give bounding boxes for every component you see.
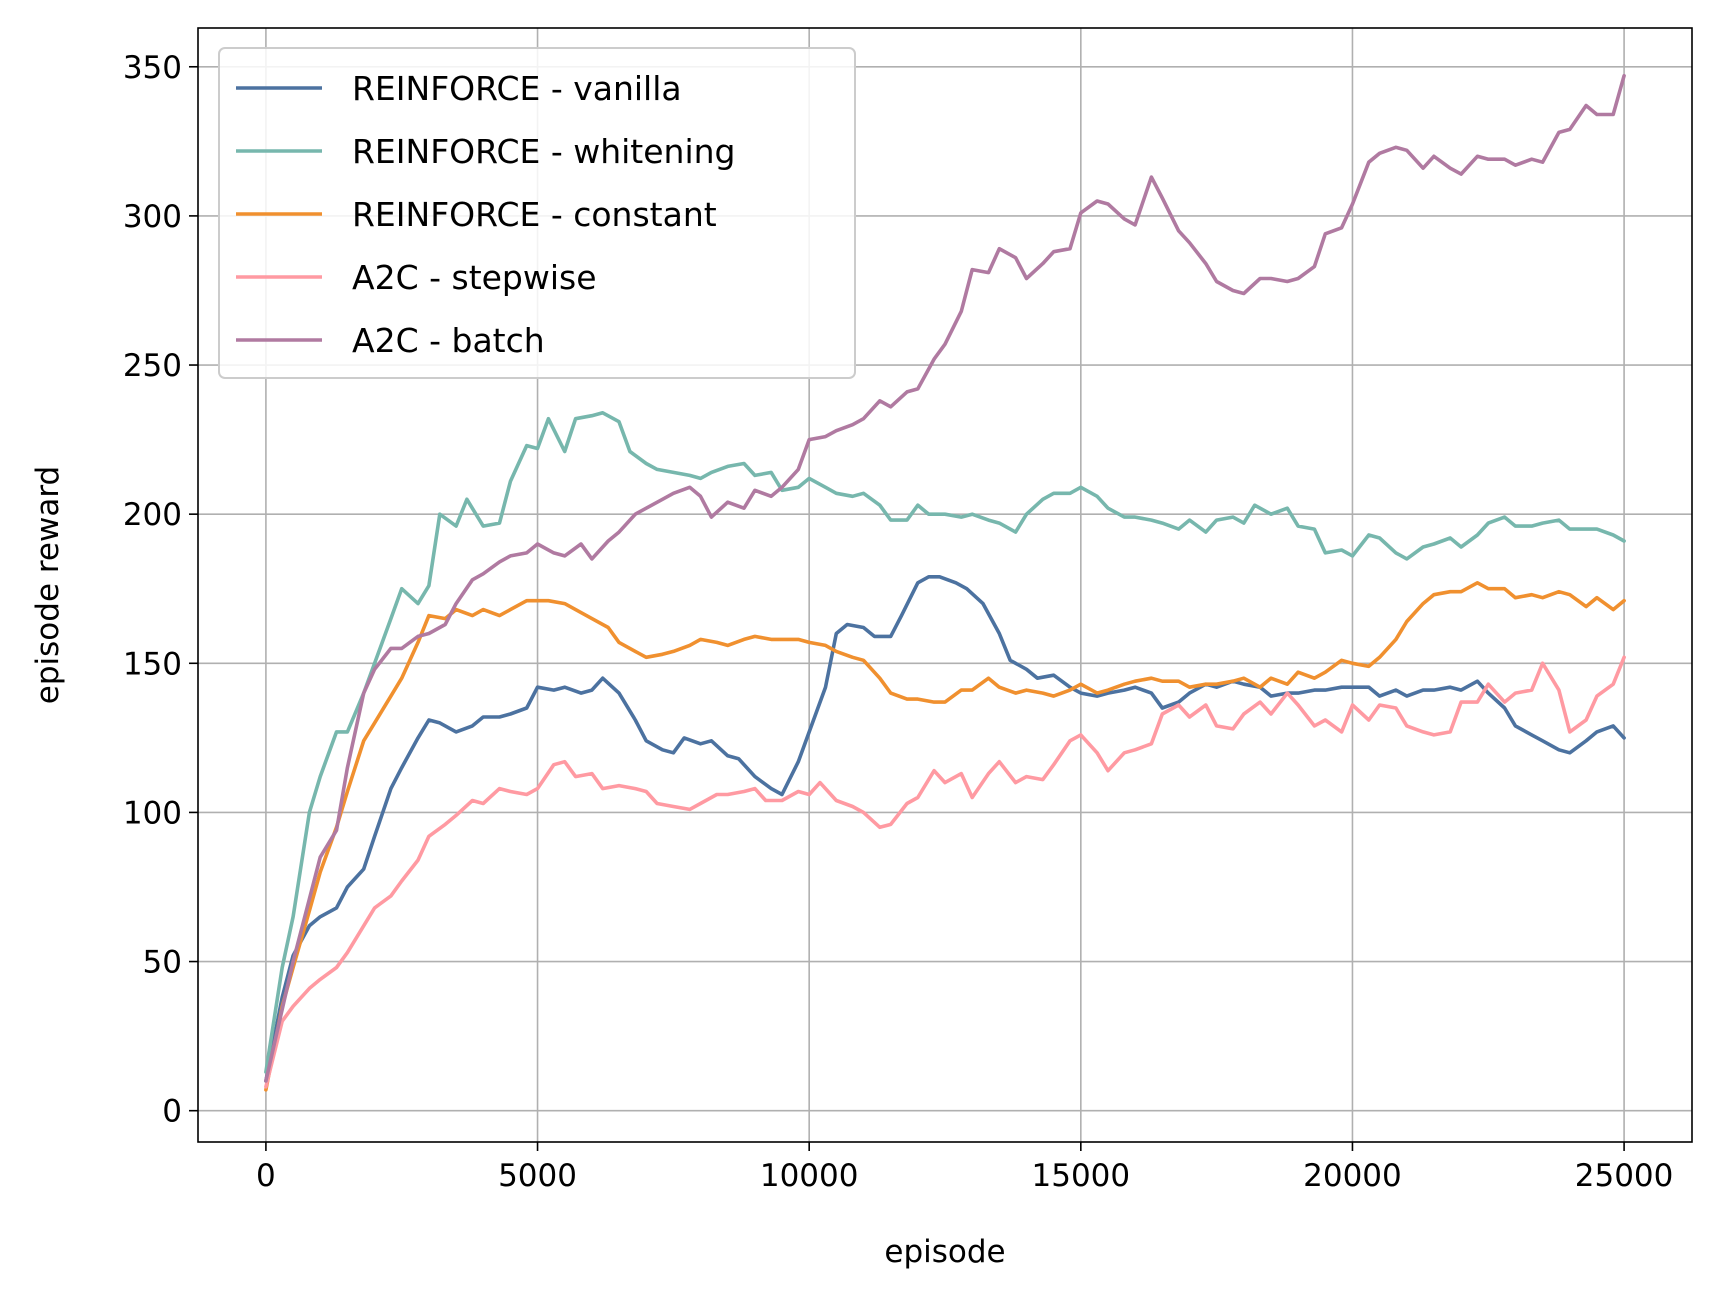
x-tick-label: 5000 [498,1158,577,1194]
x-tick-label: 20000 [1303,1158,1402,1194]
legend-entry: REINFORCE - constant [352,195,717,234]
series-line-4 [264,73,1626,1083]
x-tick-label: 10000 [760,1158,859,1194]
legend-entry: A2C - stepwise [352,258,597,297]
y-tick-label: 200 [123,497,182,533]
y-tick-label: 0 [162,1094,182,1130]
series-line-1 [264,411,1626,1074]
legend-entry: A2C - batch [352,321,545,360]
y-tick-label: 150 [123,646,182,682]
y-tick-label: 100 [123,795,182,831]
plot-frame [197,27,1693,1143]
legend-box [218,47,856,379]
series-lines [264,73,1626,1092]
legend-entry: REINFORCE - whitening [352,132,735,171]
series-line-0 [264,575,1626,1083]
x-tick-label: 25000 [1575,1158,1674,1194]
y-tick-label: 250 [123,348,182,384]
x-tick-label: 15000 [1032,1158,1131,1194]
y-tick-label: 300 [123,199,182,235]
legend: REINFORCE - vanilla REINFORCE - whitening… [218,47,856,379]
x-axis-label: episode [884,1234,1005,1270]
y-tick-label: 50 [143,945,182,981]
legend-entry: REINFORCE - vanilla [352,69,682,108]
series-line-3 [264,655,1626,1089]
y-axis-label: episode reward [30,466,66,704]
series-line-2 [264,581,1626,1092]
axis-ticks: 0 5000 10000 15000 20000 25000 0 50 100 150 200 250… [123,50,1674,1194]
y-tick-label: 350 [123,50,182,86]
x-tick-label: 0 [256,1158,276,1194]
